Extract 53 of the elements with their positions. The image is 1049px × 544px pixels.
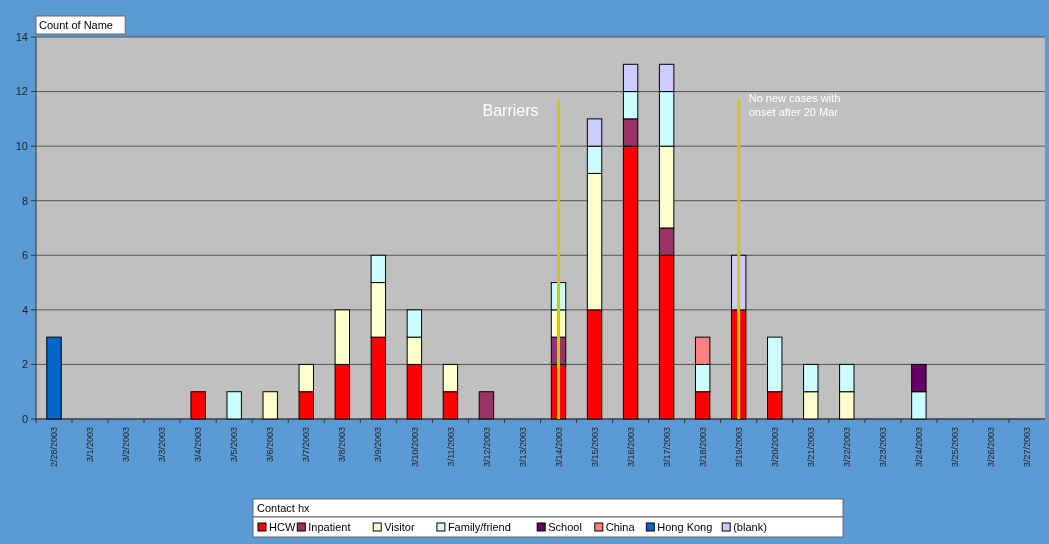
legend-label: School [548,521,582,533]
legend-label: China [605,521,636,533]
x-tick-label: 3/5/2003 [229,427,240,463]
y-tick-label: 14 [15,30,28,43]
x-tick-label: 3/9/2003 [373,427,384,463]
text: Count of Name [39,19,113,31]
x-tick-label: 3/24/2003 [914,427,925,468]
x-tick-label: 3/2/2003 [121,427,132,463]
x-tick-label: 3/6/2003 [265,427,276,463]
x-tick-label: 3/7/2003 [301,427,312,463]
legend-label: Inpatient [308,521,351,533]
x-tick-label: 3/25/2003 [950,427,961,468]
y-tick-label: 6 [21,249,28,262]
y-tick-label: 0 [21,412,28,425]
bar [190,391,206,420]
ref-line-label: No new cases with onset after 20 Mar [748,92,841,118]
bar [46,336,62,420]
x-tick-label: 3/3/2003 [157,427,168,463]
legend-label: Family/friend [447,521,511,533]
x-tick-label: 3/1/2003 [85,427,96,463]
x-tick-label: 3/12/2003 [481,427,492,468]
legend-label: HCW [269,521,296,533]
ref-line-label: Barriers [482,102,539,120]
legend-title: Contact hx [257,502,311,514]
legend-label: Visitor [384,521,415,533]
x-tick-label: 3/10/2003 [409,427,420,468]
x-tick-label: 3/27/2003 [1022,427,1033,468]
legend-label: Hong Kong [657,521,713,533]
x-tick-label: 3/4/2003 [193,427,204,463]
y-tick-label: 4 [21,303,28,316]
bar [226,391,242,420]
x-tick-label: 3/17/2003 [661,427,672,468]
bar [262,391,278,420]
bar [478,391,495,420]
y-tick-label: 12 [15,85,28,98]
y-tick-label: 2 [21,358,28,371]
y-tick-label: 8 [21,194,28,207]
x-tick-label: 3/26/2003 [986,427,997,468]
x-tick-label: 3/11/2003 [445,427,456,467]
y-tick-label: 10 [15,139,28,152]
x-tick-label: 3/22/2003 [841,427,852,468]
x-tick-label: 3/15/2003 [589,427,600,468]
legend-label: (blank) [733,521,767,533]
x-tick-label: 2/28/2003 [49,427,60,468]
x-tick-label: 3/21/2003 [805,427,816,468]
x-tick-label: 3/16/2003 [625,427,636,468]
x-tick-label: 3/18/2003 [697,427,708,468]
x-tick-label: 3/20/2003 [769,427,780,468]
x-tick-label: 3/14/2003 [553,427,564,468]
x-tick-label: 3/19/2003 [733,427,744,468]
x-tick-label: 3/13/2003 [517,427,528,468]
x-tick-label: 3/23/2003 [877,427,888,468]
x-tick-label: 3/8/2003 [337,427,348,463]
